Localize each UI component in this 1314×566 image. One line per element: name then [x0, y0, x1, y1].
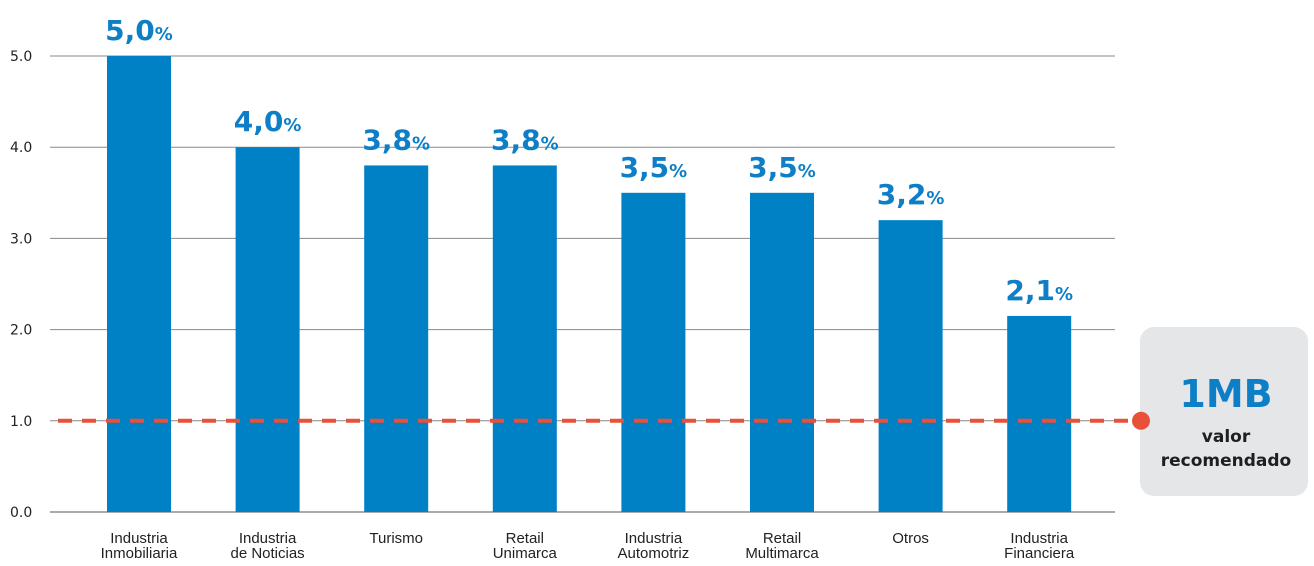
y-tick-label: 3.0	[10, 231, 32, 247]
bar	[621, 192, 686, 513]
bar	[1007, 315, 1072, 512]
value-labels: 5,0% 4,0% 3,8% 3,8% 3,5% 3,5% 3,2% 2,1%	[105, 14, 1073, 307]
category-label: Retail Unimarca	[493, 530, 558, 562]
callout: 1MB valor recomendado	[1132, 327, 1308, 496]
value-label: 4,0%	[234, 105, 302, 138]
category-label: Industria de Noticias	[230, 530, 304, 562]
y-tick-label: 4.0	[10, 140, 32, 156]
category-label: Industria Automotriz	[618, 530, 690, 562]
category-label: Turismo	[369, 530, 423, 547]
grid-lines	[50, 55, 1115, 513]
bar	[750, 192, 814, 513]
y-tick-label: 5.0	[10, 49, 32, 65]
callout-box	[1140, 327, 1308, 496]
bar	[107, 56, 171, 512]
category-label: Industria Inmobiliaria	[101, 530, 178, 562]
y-tick-label: 2.0	[10, 323, 32, 339]
value-label: 3,8%	[491, 123, 559, 156]
category-label: Otros	[892, 530, 929, 547]
x-axis: Industria Inmobiliaria Industria de Noticia…	[101, 530, 1075, 562]
y-tick-label: 0.0	[10, 505, 32, 521]
category-label: Retail Multimarca	[745, 530, 819, 562]
value-label: 3,8%	[362, 123, 430, 156]
category-label: Industria Financiera	[1004, 530, 1075, 562]
value-label: 5,0%	[105, 14, 173, 47]
y-tick-label: 1.0	[10, 414, 32, 430]
value-label: 3,2%	[877, 178, 945, 211]
bars	[107, 56, 1072, 513]
bar	[364, 165, 429, 512]
y-axis: 0.0 1.0 2.0 3.0 4.0 5.0	[10, 49, 32, 521]
value-label: 2,1%	[1005, 274, 1073, 307]
reference-marker	[1132, 411, 1150, 430]
bar	[492, 165, 557, 512]
callout-caption: valor	[1202, 427, 1251, 447]
value-label: 3,5%	[748, 151, 816, 184]
callout-value: 1MB	[1179, 372, 1272, 416]
bar	[235, 147, 300, 512]
callout-caption: recomendado	[1161, 451, 1292, 471]
value-label: 3,5%	[620, 151, 688, 184]
bar	[878, 220, 943, 512]
